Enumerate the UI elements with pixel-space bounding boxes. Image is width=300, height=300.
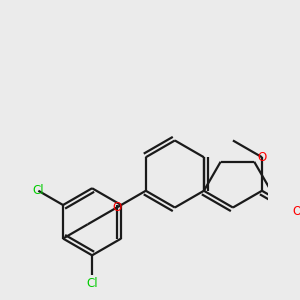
- Text: O: O: [257, 151, 267, 164]
- Text: O: O: [292, 205, 300, 218]
- Text: Cl: Cl: [86, 277, 98, 290]
- Text: Cl: Cl: [33, 184, 44, 197]
- Text: O: O: [112, 201, 122, 214]
